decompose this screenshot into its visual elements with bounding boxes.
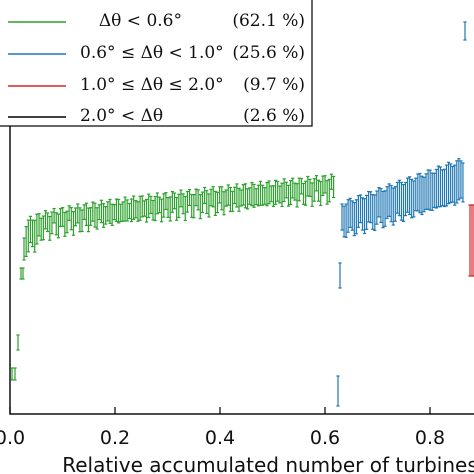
- error-bar-marks: [10, 21, 474, 407]
- legend-label-2: 0.6° ≤ Δθ < 1.0°: [80, 43, 224, 63]
- legend-share-3: (9.7 %): [243, 75, 305, 95]
- legend-label-4: 2.0° < Δθ: [80, 106, 163, 126]
- x-tick-label: 0.4: [205, 427, 235, 449]
- x-tick-label: 0.2: [100, 427, 130, 449]
- x-tick-label: 0.0: [0, 427, 25, 449]
- x-tick-label: 0.8: [415, 427, 445, 449]
- x-axis-label: Relative accumulated number of turbines: [62, 453, 474, 474]
- legend: Δθ < 0.6° (62.1 %) 0.6° ≤ Δθ < 1.0° (25.…: [0, 0, 313, 127]
- legend-share-2: (25.6 %): [232, 43, 305, 63]
- legend-label-3: 1.0° ≤ Δθ ≤ 2.0°: [80, 75, 224, 95]
- x-tick-label: 0.6: [310, 427, 340, 449]
- legend-box: [0, 0, 313, 127]
- x-axis-ticks: 0.0 0.2 0.4 0.6 0.8: [0, 407, 445, 449]
- legend-share-1: (62.1 %): [232, 11, 305, 31]
- legend-share-4: (2.6 %): [243, 106, 305, 126]
- legend-label-1: Δθ < 0.6°: [99, 11, 182, 31]
